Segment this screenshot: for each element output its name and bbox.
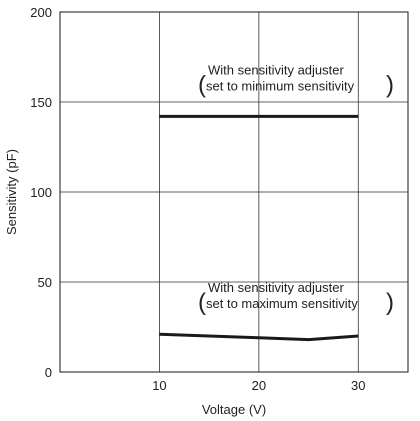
- y-tick-labels: 0 50 100 150 200: [30, 5, 52, 380]
- y-tick-label: 0: [45, 365, 52, 380]
- x-axis-label: Voltage (V): [202, 402, 266, 417]
- annotation-close-paren: ): [386, 71, 394, 98]
- annotation-open-paren: (: [198, 289, 206, 316]
- grid: [60, 12, 408, 372]
- y-tick-label: 200: [30, 5, 52, 20]
- x-tick-label: 30: [351, 378, 365, 393]
- x-tick-label: 20: [252, 378, 266, 393]
- annotation-open-paren: (: [198, 71, 206, 98]
- annotation-maximum-sensitivity: ( With sensitivity adjuster set to maxim…: [198, 280, 394, 316]
- annotation-line-1: With sensitivity adjuster: [208, 280, 344, 295]
- annotation-line-2: set to maximum sensitivity: [206, 296, 358, 311]
- series: [159, 114, 359, 342]
- x-tick-label: 10: [152, 378, 166, 393]
- x-tick-labels: 10 20 30: [152, 378, 365, 393]
- y-tick-label: 50: [38, 275, 52, 290]
- annotation-minimum-sensitivity: ( With sensitivity adjuster set to minim…: [198, 62, 394, 98]
- annotation-close-paren: ): [386, 289, 394, 316]
- annotation-line-2: set to minimum sensitivity: [206, 78, 355, 93]
- plot-frame: [59, 11, 409, 373]
- y-tick-label: 100: [30, 185, 52, 200]
- series-line-2: [159, 332, 359, 342]
- y-tick-label: 150: [30, 95, 52, 110]
- annotation-line-1: With sensitivity adjuster: [208, 62, 344, 77]
- y-axis-label: Sensitivity (pF): [4, 149, 19, 235]
